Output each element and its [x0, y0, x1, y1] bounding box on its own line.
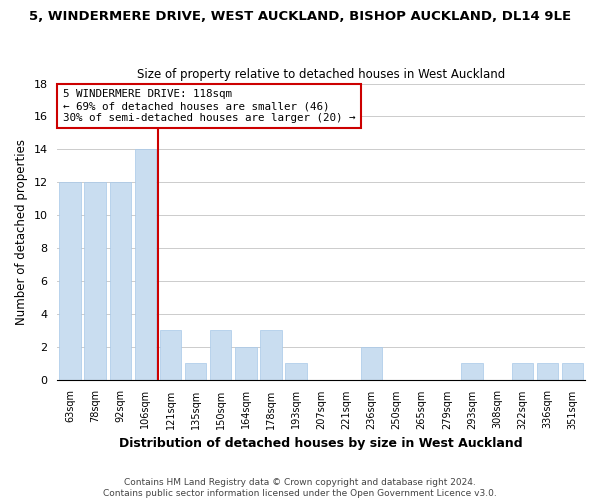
Bar: [286, 363, 307, 380]
Bar: [110, 182, 131, 380]
Bar: [562, 363, 583, 380]
Bar: [512, 363, 533, 380]
X-axis label: Distribution of detached houses by size in West Auckland: Distribution of detached houses by size …: [119, 437, 523, 450]
Bar: [235, 346, 257, 380]
Bar: [536, 363, 558, 380]
Bar: [461, 363, 482, 380]
Text: 5 WINDERMERE DRIVE: 118sqm
← 69% of detached houses are smaller (46)
30% of semi: 5 WINDERMERE DRIVE: 118sqm ← 69% of deta…: [62, 90, 355, 122]
Bar: [59, 182, 80, 380]
Text: Contains HM Land Registry data © Crown copyright and database right 2024.
Contai: Contains HM Land Registry data © Crown c…: [103, 478, 497, 498]
Bar: [210, 330, 232, 380]
Text: 5, WINDERMERE DRIVE, WEST AUCKLAND, BISHOP AUCKLAND, DL14 9LE: 5, WINDERMERE DRIVE, WEST AUCKLAND, BISH…: [29, 10, 571, 23]
Bar: [361, 346, 382, 380]
Bar: [185, 363, 206, 380]
Title: Size of property relative to detached houses in West Auckland: Size of property relative to detached ho…: [137, 68, 505, 81]
Bar: [134, 150, 156, 380]
Y-axis label: Number of detached properties: Number of detached properties: [15, 138, 28, 324]
Bar: [160, 330, 181, 380]
Bar: [260, 330, 281, 380]
Bar: [85, 182, 106, 380]
